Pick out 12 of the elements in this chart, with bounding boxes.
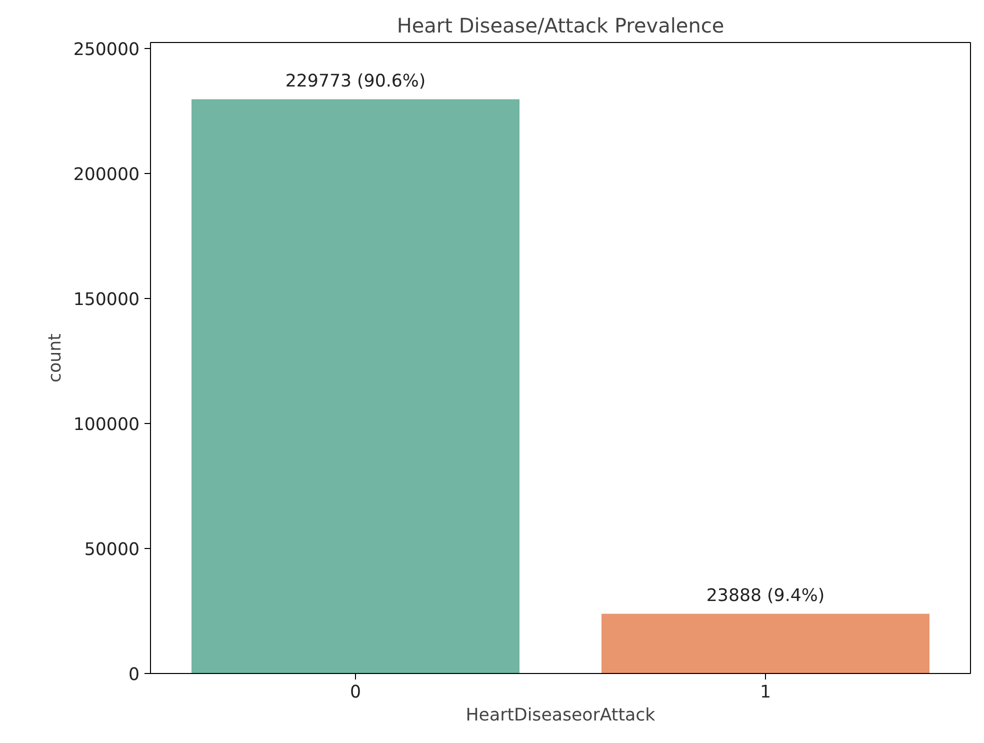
y-tick-label: 200000 — [73, 165, 140, 186]
x-axis-title: HeartDiseaseorAttack — [466, 706, 656, 726]
y-axis-title: count — [45, 333, 66, 382]
data-label: 229773 (90.6%) — [285, 71, 426, 92]
y-tick-label: 150000 — [73, 290, 140, 310]
y-tick-label: 0 — [128, 665, 140, 685]
y-tick-label: 50000 — [84, 540, 140, 560]
chart-title: Heart Disease/Attack Prevalence — [396, 14, 724, 38]
y-tick-label: 100000 — [73, 415, 140, 436]
x-tick-label: 1 — [760, 682, 772, 702]
y-tick-label: 250000 — [73, 40, 140, 60]
data-label: 23888 (9.4%) — [706, 586, 825, 606]
